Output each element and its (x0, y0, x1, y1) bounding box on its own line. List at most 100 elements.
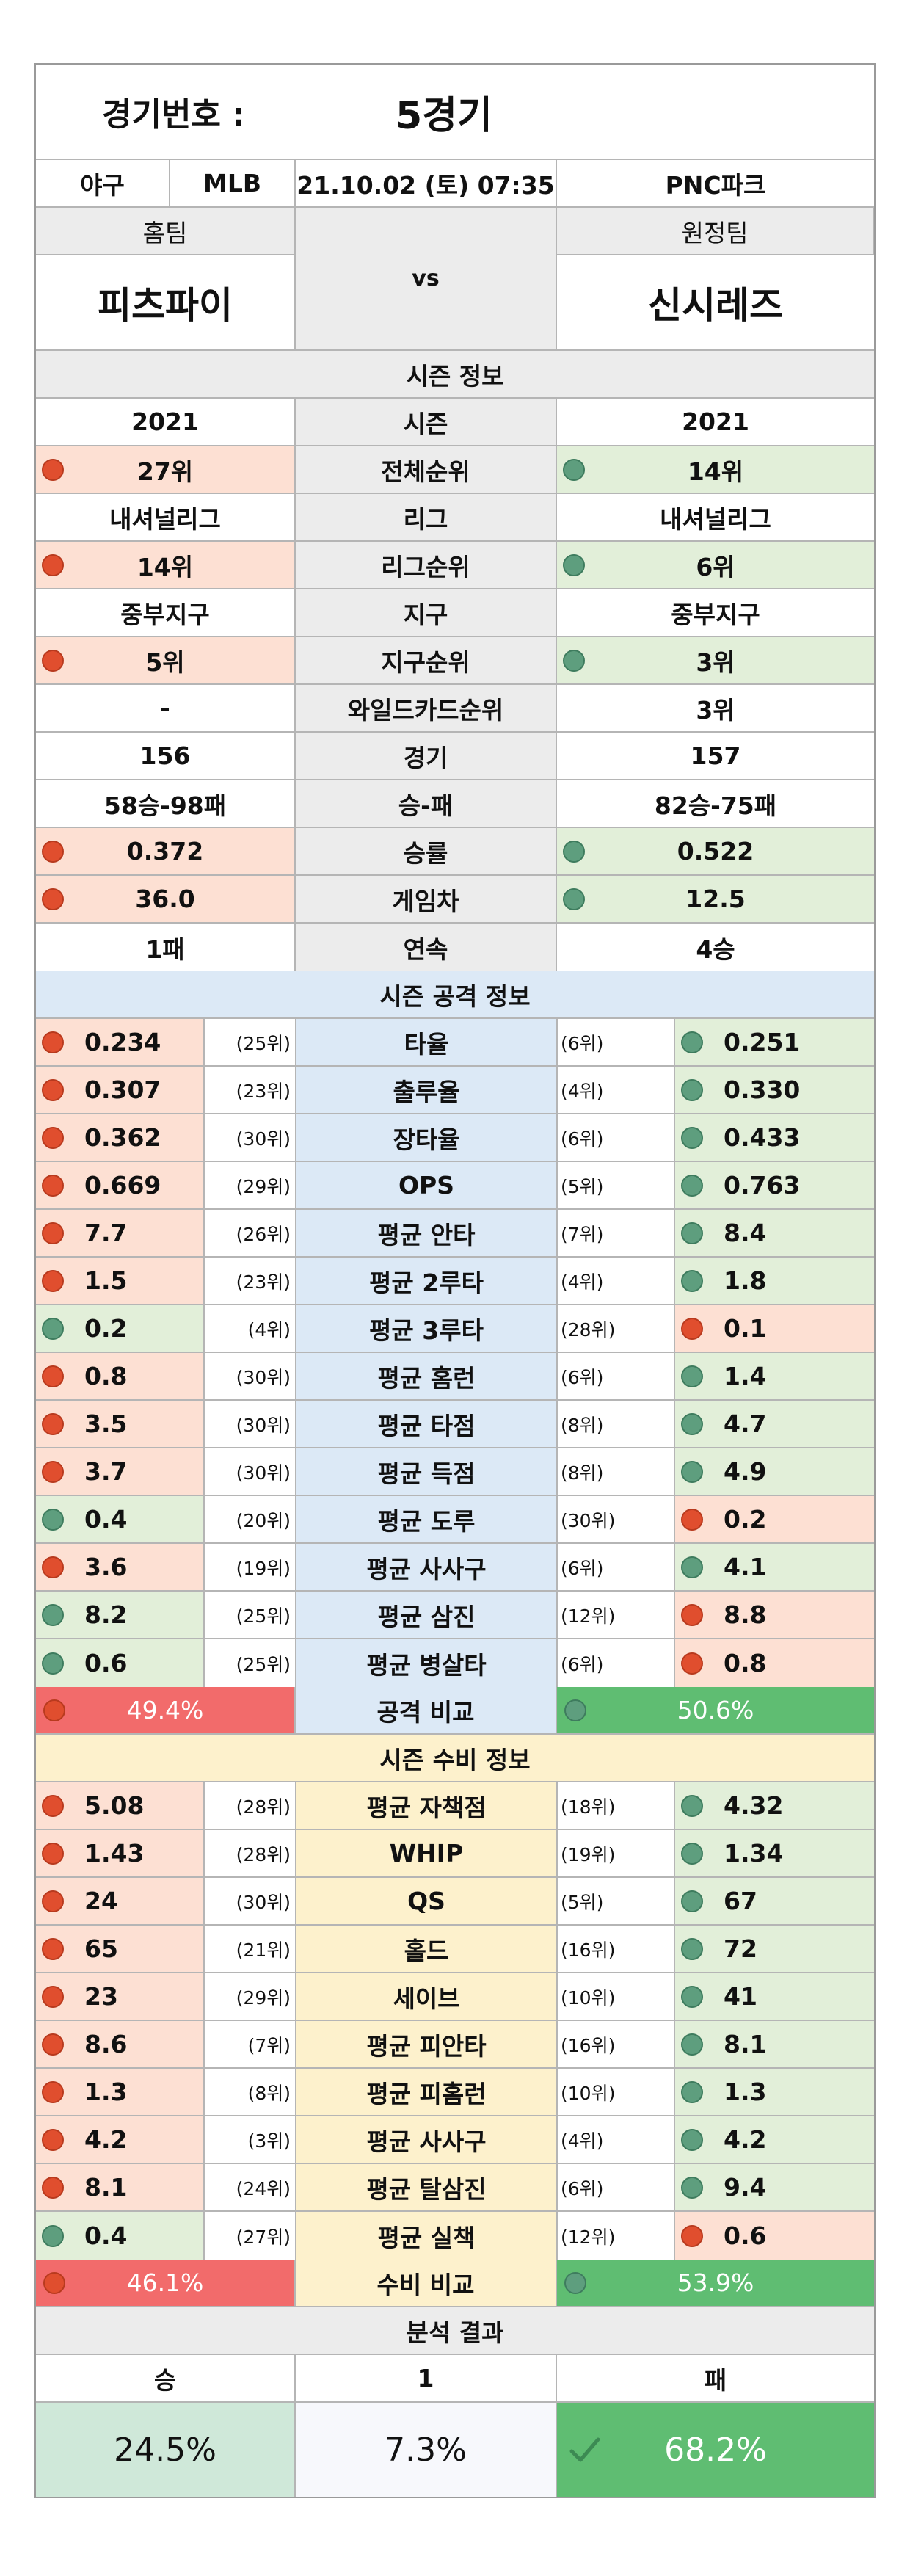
status-dot-icon (563, 649, 585, 672)
offense-home-rank: (25위) (205, 1592, 296, 1638)
teams-row: 홈팀 피츠파이 vs 원정팀 신시레즈 (36, 208, 874, 351)
season-away-value: 12.5 (557, 876, 874, 922)
defense-home-value: 5.08 (36, 1782, 205, 1829)
status-dot-icon (42, 888, 64, 910)
status-dot-icon (681, 1269, 703, 1292)
status-dot-icon (681, 1842, 703, 1865)
season-row: 1패 연속 4승 (36, 924, 874, 971)
offense-home-value: 0.8 (36, 1353, 205, 1399)
defense-stat-label: 평균 자책점 (296, 1782, 558, 1829)
defense-row: 5.08 (28위) 평균 자책점 (18위) 4.32 (36, 1782, 874, 1830)
status-dot-icon (42, 1603, 64, 1626)
season-away-value: 2021 (682, 407, 749, 436)
status-dot-icon (43, 2271, 65, 2294)
offense-away-pct: 50.6% (557, 1687, 874, 1733)
check-icon (569, 2437, 600, 2462)
status-dot-icon (563, 888, 585, 910)
status-dot-icon (42, 840, 64, 863)
status-dot-icon (563, 458, 585, 481)
status-dot-icon (42, 1269, 64, 1292)
defense-stat-label: 홀드 (296, 1926, 558, 1972)
offense-away-rank: (5위) (558, 1162, 675, 1208)
season-row: - 와일드카드순위 3위 (36, 685, 874, 733)
status-dot-icon (681, 1222, 703, 1244)
status-dot-icon (681, 1603, 703, 1626)
offense-stat-label: 평균 삼진 (296, 1592, 558, 1638)
defense-away-value: 1.34 (675, 1830, 874, 1876)
status-dot-icon (681, 1652, 703, 1675)
season-home-value: 156 (36, 733, 296, 779)
offense-home-rank: (30위) (205, 1114, 296, 1161)
status-dot-icon (42, 1412, 64, 1435)
defense-away-value: 4.2 (675, 2116, 874, 2163)
season-stat-label: 승률 (296, 828, 557, 874)
status-dot-icon (681, 2224, 703, 2247)
offense-stat-label: 평균 홈런 (296, 1353, 558, 1399)
season-row: 2021 시즌 2021 (36, 399, 874, 446)
offense-home-value: 0.669 (36, 1162, 205, 1208)
season-stat-label: 지구순위 (296, 637, 557, 683)
result-label-row: 승 1 패 (36, 2355, 874, 2403)
defense-stat-label: 평균 피홈런 (296, 2069, 558, 2115)
home-team-label: 홈팀 (36, 208, 294, 255)
defense-away-pct: 53.9% (557, 2260, 874, 2306)
status-dot-icon (681, 1412, 703, 1435)
status-dot-icon (42, 1078, 64, 1101)
offense-away-value: 0.2 (675, 1496, 874, 1542)
season-row: 58승-98패 승-패 82승-75패 (36, 780, 874, 828)
defense-home-rank: (3위) (205, 2116, 296, 2163)
season-home-value: 중부지구 (36, 589, 296, 636)
offense-row: 0.2 (4위) 평균 3루타 (28위) 0.1 (36, 1305, 874, 1353)
season-stat-label: 지구 (296, 589, 557, 636)
draw-pct: 7.3% (296, 2403, 557, 2497)
win-label: 승 (36, 2355, 296, 2401)
status-dot-icon (42, 1031, 64, 1053)
defense-away-value: 0.6 (675, 2212, 874, 2260)
offense-away-rank: (6위) (558, 1114, 675, 1161)
defense-home-rank: (28위) (205, 1830, 296, 1876)
season-stat-label: 시즌 (296, 399, 557, 445)
season-home-value: 5위 (36, 637, 296, 683)
defense-stat-label: 평균 탈삼진 (296, 2164, 558, 2210)
defense-away-rank: (4위) (558, 2116, 675, 2163)
offense-home-value: 0.234 (36, 1019, 205, 1065)
status-dot-icon (42, 1890, 64, 1912)
offense-away-value: 0.763 (675, 1162, 874, 1208)
defense-away-value: 72 (675, 1926, 874, 1972)
status-dot-icon (42, 1652, 64, 1675)
status-dot-icon (42, 2080, 64, 2103)
defense-away-value: 41 (675, 1973, 874, 2020)
defense-section-header: 시즌 수비 정보 (36, 1735, 874, 1782)
offense-row: 0.8 (30위) 평균 홈런 (6위) 1.4 (36, 1353, 874, 1401)
defense-stat-label: 평균 피안타 (296, 2021, 558, 2067)
offense-home-rank: (20위) (205, 1496, 296, 1542)
vs-label: vs (296, 208, 557, 349)
season-home-value: 36.0 (36, 876, 296, 922)
offense-home-value: 0.307 (36, 1067, 205, 1113)
defense-away-rank: (18위) (558, 1782, 675, 1829)
offense-away-value: 0.330 (675, 1067, 874, 1113)
defense-stat-label: 평균 실책 (296, 2212, 558, 2260)
defense-away-rank: (12위) (558, 2212, 675, 2260)
status-dot-icon (42, 1985, 64, 2008)
offense-away-value: 0.8 (675, 1639, 874, 1687)
defense-stat-label: 평균 사사구 (296, 2116, 558, 2163)
defense-home-value: 23 (36, 1973, 205, 2020)
status-dot-icon (42, 1174, 64, 1197)
status-dot-icon (42, 2128, 64, 2151)
offense-row: 0.362 (30위) 장타율 (6위) 0.433 (36, 1114, 874, 1162)
offense-home-value: 0.6 (36, 1639, 205, 1687)
offense-stat-label: 평균 타점 (296, 1401, 558, 1447)
season-row: 0.372 승률 0.522 (36, 828, 874, 876)
offense-row: 0.4 (20위) 평균 도루 (30위) 0.2 (36, 1496, 874, 1544)
status-dot-icon (42, 1794, 64, 1817)
offense-away-rank: (30위) (558, 1496, 675, 1542)
defense-home-value: 8.6 (36, 2021, 205, 2067)
offense-away-value: 1.8 (675, 1258, 874, 1304)
result-value-row: 24.5% 7.3% 68.2% (36, 2403, 874, 2497)
offense-row: 0.234 (25위) 타율 (6위) 0.251 (36, 1019, 874, 1067)
offense-home-rank: (30위) (205, 1448, 296, 1495)
offense-row: 3.7 (30위) 평균 득점 (8위) 4.9 (36, 1448, 874, 1496)
defense-away-value: 9.4 (675, 2164, 874, 2210)
season-away-value: 14위 (557, 446, 874, 493)
